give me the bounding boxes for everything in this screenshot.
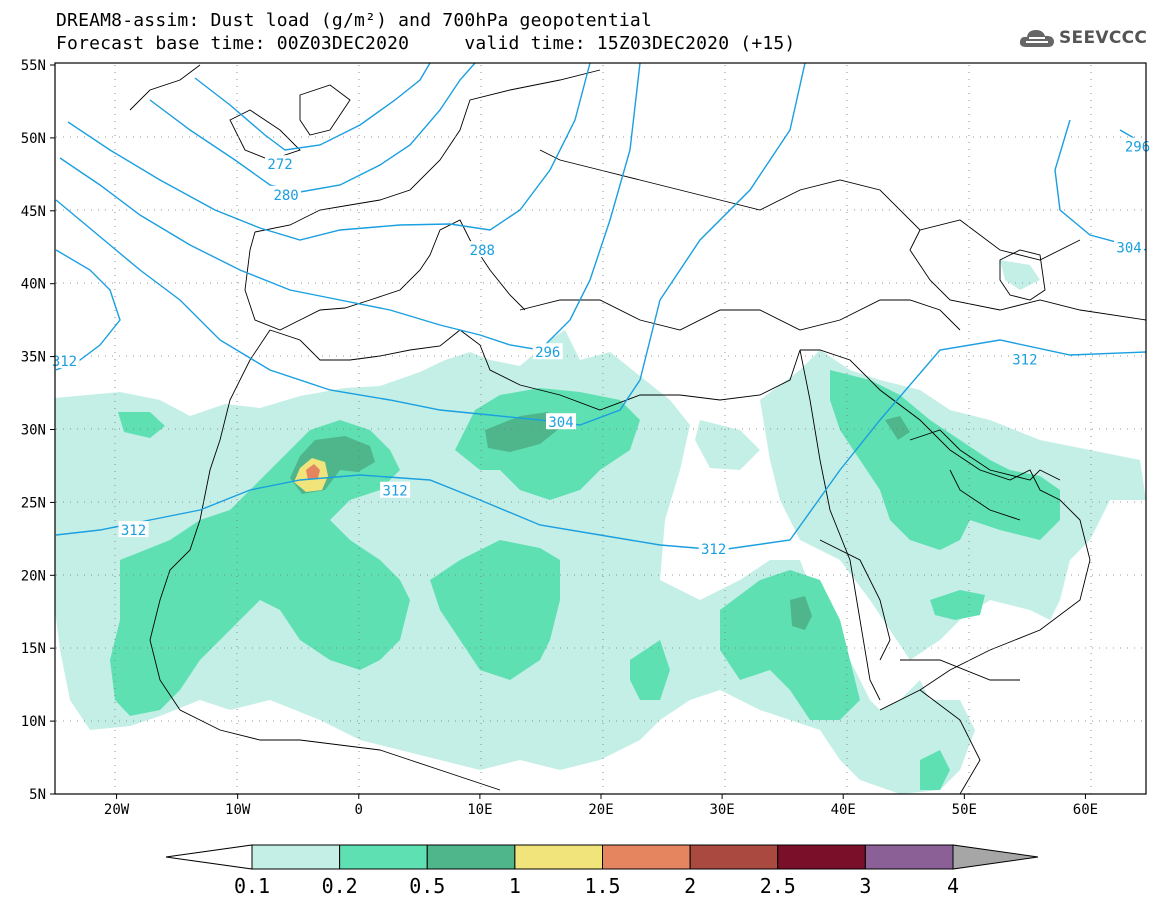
lon-tick-label: 30E [709,802,734,818]
colorbar-bin [602,844,691,870]
contour-label-bg [380,481,411,498]
lon-tick-label: 50E [952,802,977,818]
contour-label: 312 [382,484,407,500]
contour-label-bg [546,413,577,430]
colorbar-label: 2 [684,874,696,898]
colorbar-label: 1 [509,874,521,898]
cloud-icon [1019,30,1054,47]
lat-tick-label: 40N [21,277,46,293]
graticule [56,65,1146,794]
lat-tick-label: 35N [21,350,46,366]
lon-tick-label: 20E [588,802,613,818]
contour-label: 312 [1012,353,1037,369]
dust-load-fill [55,260,1146,794]
colorbar-label: 2.5 [760,874,796,898]
lon-tick-label: 60E [1073,802,1098,818]
contour-labels: 272 280 288 296 304 312 312 312 312 312 304 296 [49,137,1153,558]
longitude-axis: 20W 10W 0 10E 20E 30E 40E 50E 60E [104,794,1098,818]
lat-tick-label: 30N [21,423,46,439]
map-title: DREAM8-assim: Dust load (g/m²) and 700hP… [56,10,652,31]
colorbar-bin [514,844,603,870]
contour-label-bg [1009,350,1040,367]
lon-tick-label: 10W [225,802,251,818]
contour-label: 312 [701,542,726,558]
contour-label-bg [467,241,498,258]
colorbar-bin [339,844,428,870]
colorbar-bin [864,844,954,870]
geopotential-contours [55,63,1146,551]
contour-label: 296 [1125,140,1150,156]
colorbar-over-arrow [952,844,1039,870]
colorbar-label: 1.5 [584,874,620,898]
colorbar-label: 3 [859,874,871,898]
forecast-time-line: Forecast base time: 00Z03DEC2020 valid t… [56,33,796,54]
dust-band-1.5 [306,464,320,480]
colorbar-bin [426,844,516,870]
colorbar-label: 0.1 [234,874,270,898]
contour-label-bg [1122,137,1153,154]
colorbar: 0.1 0.2 0.5 1 1.5 2 2.5 3 4 [165,844,1039,898]
lon-tick-label: 40E [831,802,856,818]
lat-tick-label: 25N [21,495,46,511]
lat-tick-label: 10N [21,714,46,730]
contour-label: 304 [1116,240,1141,256]
colorbar-bin [251,844,341,870]
lon-tick-label: 10E [467,802,492,818]
contour-label: 304 [548,415,573,431]
contour-label-bg [532,343,563,360]
contour-label-bg [265,155,296,172]
seevccc-logo: SEEVCCC [1018,26,1147,50]
contour-label-bg [698,540,729,557]
logo-text: SEEVCCC [1059,28,1148,48]
contour-label: 312 [52,354,77,370]
contour-label: 296 [535,345,560,361]
contour-label: 312 [121,523,146,539]
contour-label-bg [118,521,149,538]
contour-label-bg [49,351,80,368]
lon-tick-label: 0 [355,802,363,818]
colorbar-label: 4 [947,874,959,898]
contour-label-bg [271,185,302,202]
colorbar-label: 0.5 [409,874,445,898]
lat-tick-label: 50N [21,131,46,147]
colorbar-bin [777,844,866,870]
lat-tick-label: 15N [21,641,46,657]
contour-label: 288 [470,243,495,259]
coastlines-and-borders [129,64,1146,794]
lat-tick-label: 5N [29,787,46,803]
lat-tick-label: 55N [21,58,46,74]
latitude-axis: 55N 50N 45N 40N 35N 30N 25N 20N 15N 10N 5N [21,58,55,803]
colorbar-bin [689,844,779,870]
contour-label: 272 [267,157,292,173]
colorbar-under-arrow [165,844,253,870]
colorbar-label: 0.2 [322,874,358,898]
contour-label: 280 [273,188,298,204]
lat-tick-label: 20N [21,568,46,584]
lon-tick-label: 20W [104,802,130,818]
lat-tick-label: 45N [21,204,46,220]
contour-label-bg [1114,238,1145,255]
